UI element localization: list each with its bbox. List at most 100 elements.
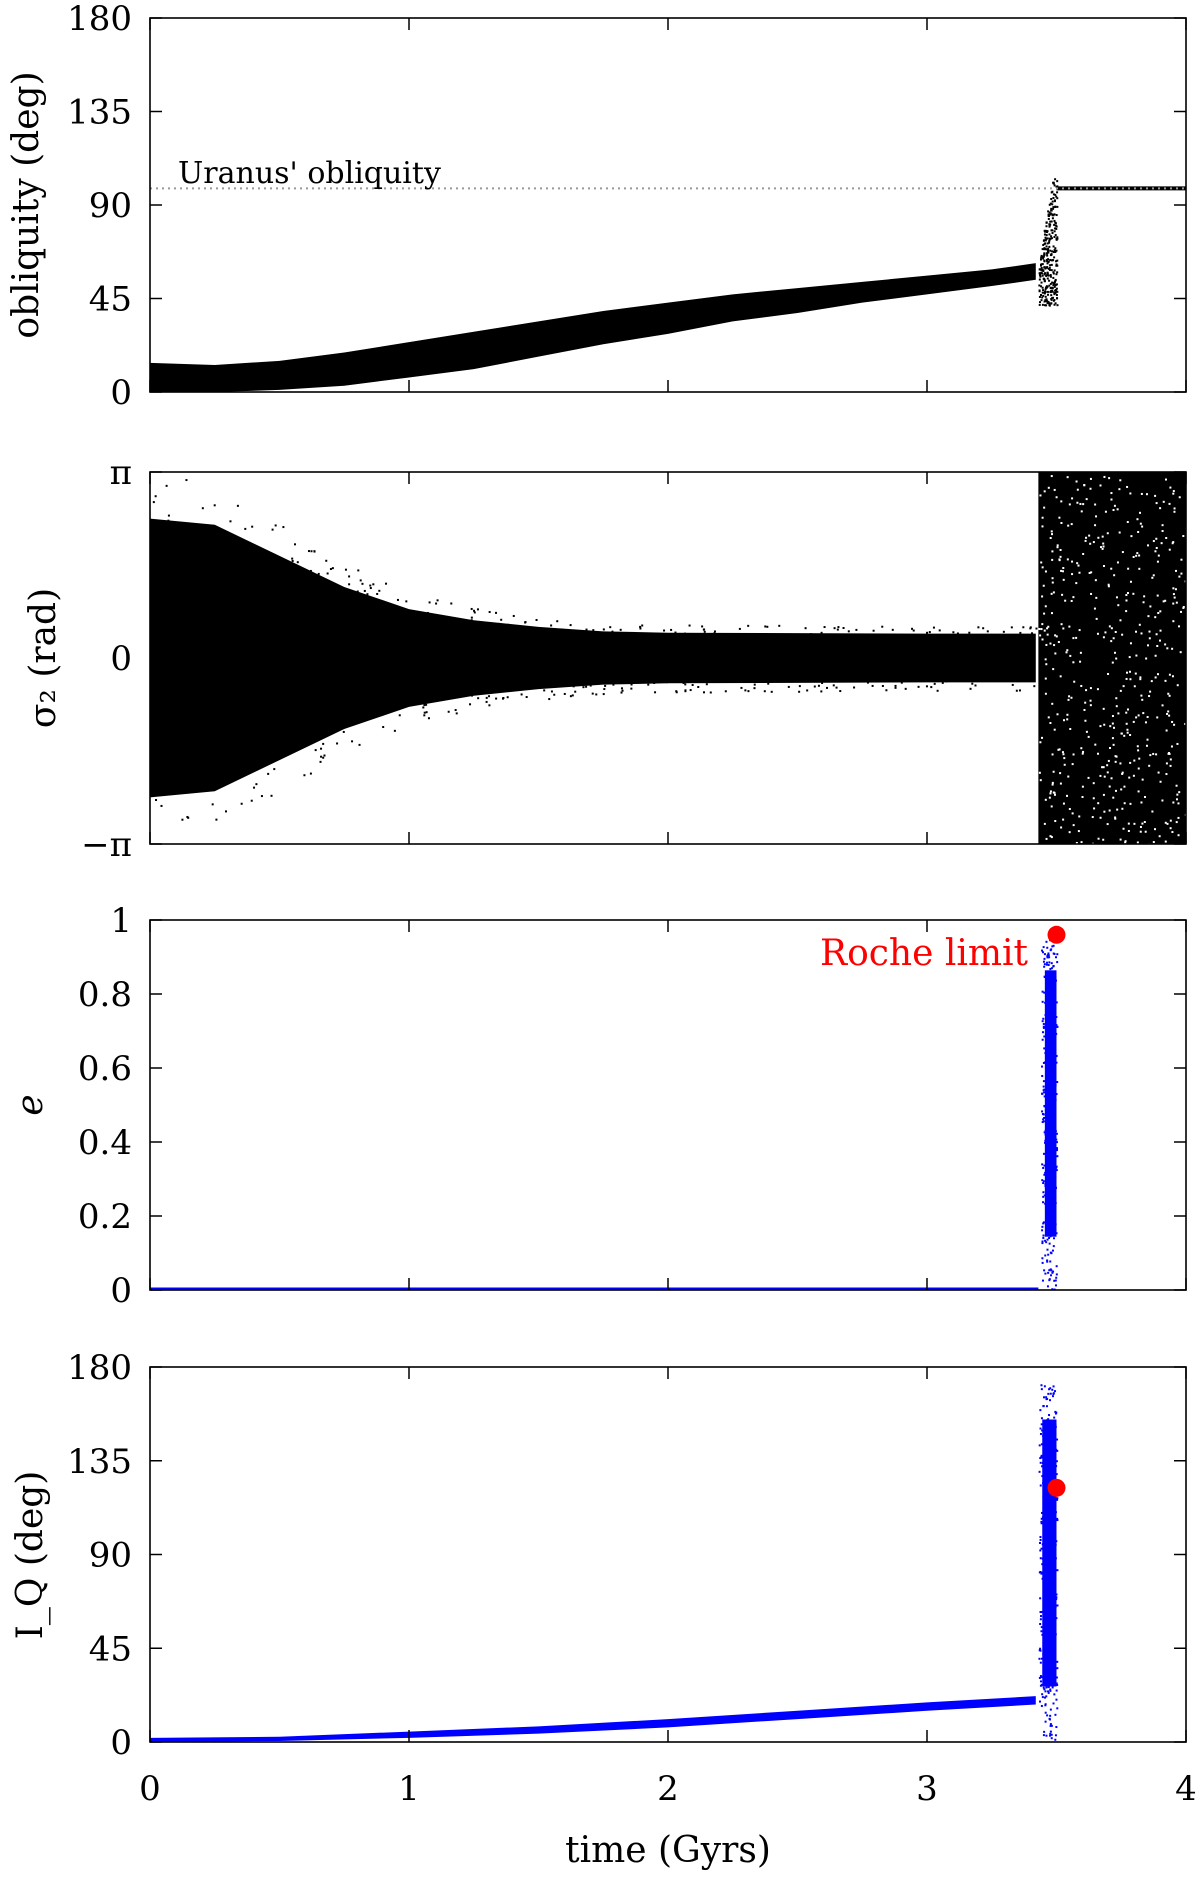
data-point — [1047, 1124, 1050, 1127]
data-point — [166, 569, 169, 572]
data-point — [531, 647, 534, 650]
data-point — [190, 790, 193, 793]
data-point — [1054, 1668, 1057, 1671]
data-point — [1099, 725, 1102, 728]
data-point — [809, 637, 812, 640]
data-point — [696, 659, 699, 662]
data-point — [849, 660, 852, 663]
data-point — [1057, 748, 1060, 751]
data-point — [1051, 231, 1054, 234]
data-point — [584, 651, 587, 654]
data-point — [532, 653, 535, 656]
data-point — [1051, 286, 1054, 289]
data-point — [833, 627, 836, 630]
data-point — [747, 690, 750, 693]
data-point — [582, 686, 585, 689]
data-point — [1053, 1693, 1056, 1696]
data-point — [645, 660, 648, 663]
data-point — [1054, 234, 1057, 237]
data-point — [560, 661, 563, 664]
data-point — [1161, 530, 1164, 533]
data-point — [1082, 750, 1085, 753]
data-point — [1048, 203, 1051, 206]
data-point — [1041, 1633, 1044, 1636]
data-point — [160, 804, 163, 807]
data-point — [1054, 1713, 1057, 1716]
data-point — [230, 543, 233, 546]
data-point — [1061, 570, 1064, 573]
data-point — [1046, 300, 1049, 303]
data-point — [1045, 1615, 1048, 1618]
data-point — [303, 740, 306, 743]
data-point — [1103, 475, 1106, 478]
data-point — [1042, 951, 1045, 954]
data-point — [1049, 1235, 1052, 1238]
data-point — [1102, 545, 1105, 548]
data-point — [1053, 1523, 1056, 1526]
data-point — [1056, 264, 1059, 267]
data-point — [358, 743, 361, 746]
data-point — [426, 694, 429, 697]
data-point — [1052, 1533, 1055, 1536]
data-point — [1053, 1061, 1056, 1064]
data-point — [816, 680, 819, 683]
data-point — [981, 646, 984, 649]
data-point — [562, 652, 565, 655]
data-point — [550, 638, 553, 641]
data-point — [1048, 796, 1051, 799]
x-tick-label: 1 — [398, 1769, 420, 1809]
data-point — [905, 665, 908, 668]
data-point — [1094, 524, 1097, 527]
data-point — [1175, 601, 1178, 604]
data-point — [1002, 630, 1005, 633]
data-point — [432, 690, 435, 693]
data-point — [586, 670, 589, 673]
data-point — [873, 677, 876, 680]
marker-point — [1047, 925, 1066, 944]
data-point — [263, 627, 266, 630]
data-point — [1047, 1448, 1050, 1451]
data-point — [615, 660, 618, 663]
data-point — [204, 738, 207, 741]
data-point — [730, 671, 733, 674]
data-point — [1046, 290, 1049, 293]
data-point — [1048, 233, 1051, 236]
data-point — [885, 640, 888, 643]
data-point — [517, 647, 520, 650]
data-point — [1055, 1147, 1058, 1150]
data-point — [1051, 550, 1054, 553]
data-point — [1094, 503, 1097, 506]
data-point — [1046, 1714, 1049, 1717]
data-point — [1039, 1618, 1042, 1621]
data-point — [1164, 679, 1167, 682]
data-point — [591, 692, 594, 695]
data-point — [363, 715, 366, 718]
data-point — [1048, 268, 1051, 271]
data-point — [1129, 678, 1132, 681]
data-point — [1054, 1390, 1057, 1393]
data-point — [1040, 1417, 1043, 1420]
data-point — [1101, 535, 1104, 538]
data-point — [796, 658, 799, 661]
data-point — [473, 611, 476, 614]
data-point — [1052, 996, 1055, 999]
data-point — [630, 683, 633, 686]
data-point — [1039, 1409, 1042, 1412]
data-point — [1053, 1002, 1056, 1005]
data-point — [1051, 1388, 1054, 1391]
data-point — [547, 673, 550, 676]
data-point — [1040, 294, 1043, 297]
data-point — [1115, 657, 1118, 660]
x-axis-title: time (Gyrs) — [565, 1830, 771, 1871]
data-point — [1150, 680, 1153, 683]
data-point — [323, 754, 326, 757]
data-point — [1044, 1523, 1047, 1526]
data-point — [713, 638, 716, 641]
data-point — [665, 681, 668, 684]
data-point — [1043, 1591, 1046, 1594]
data-point — [1138, 554, 1141, 557]
data-point — [1049, 1260, 1052, 1263]
data-point — [404, 650, 407, 653]
data-point — [1048, 1463, 1051, 1466]
data-point — [1047, 1479, 1050, 1482]
